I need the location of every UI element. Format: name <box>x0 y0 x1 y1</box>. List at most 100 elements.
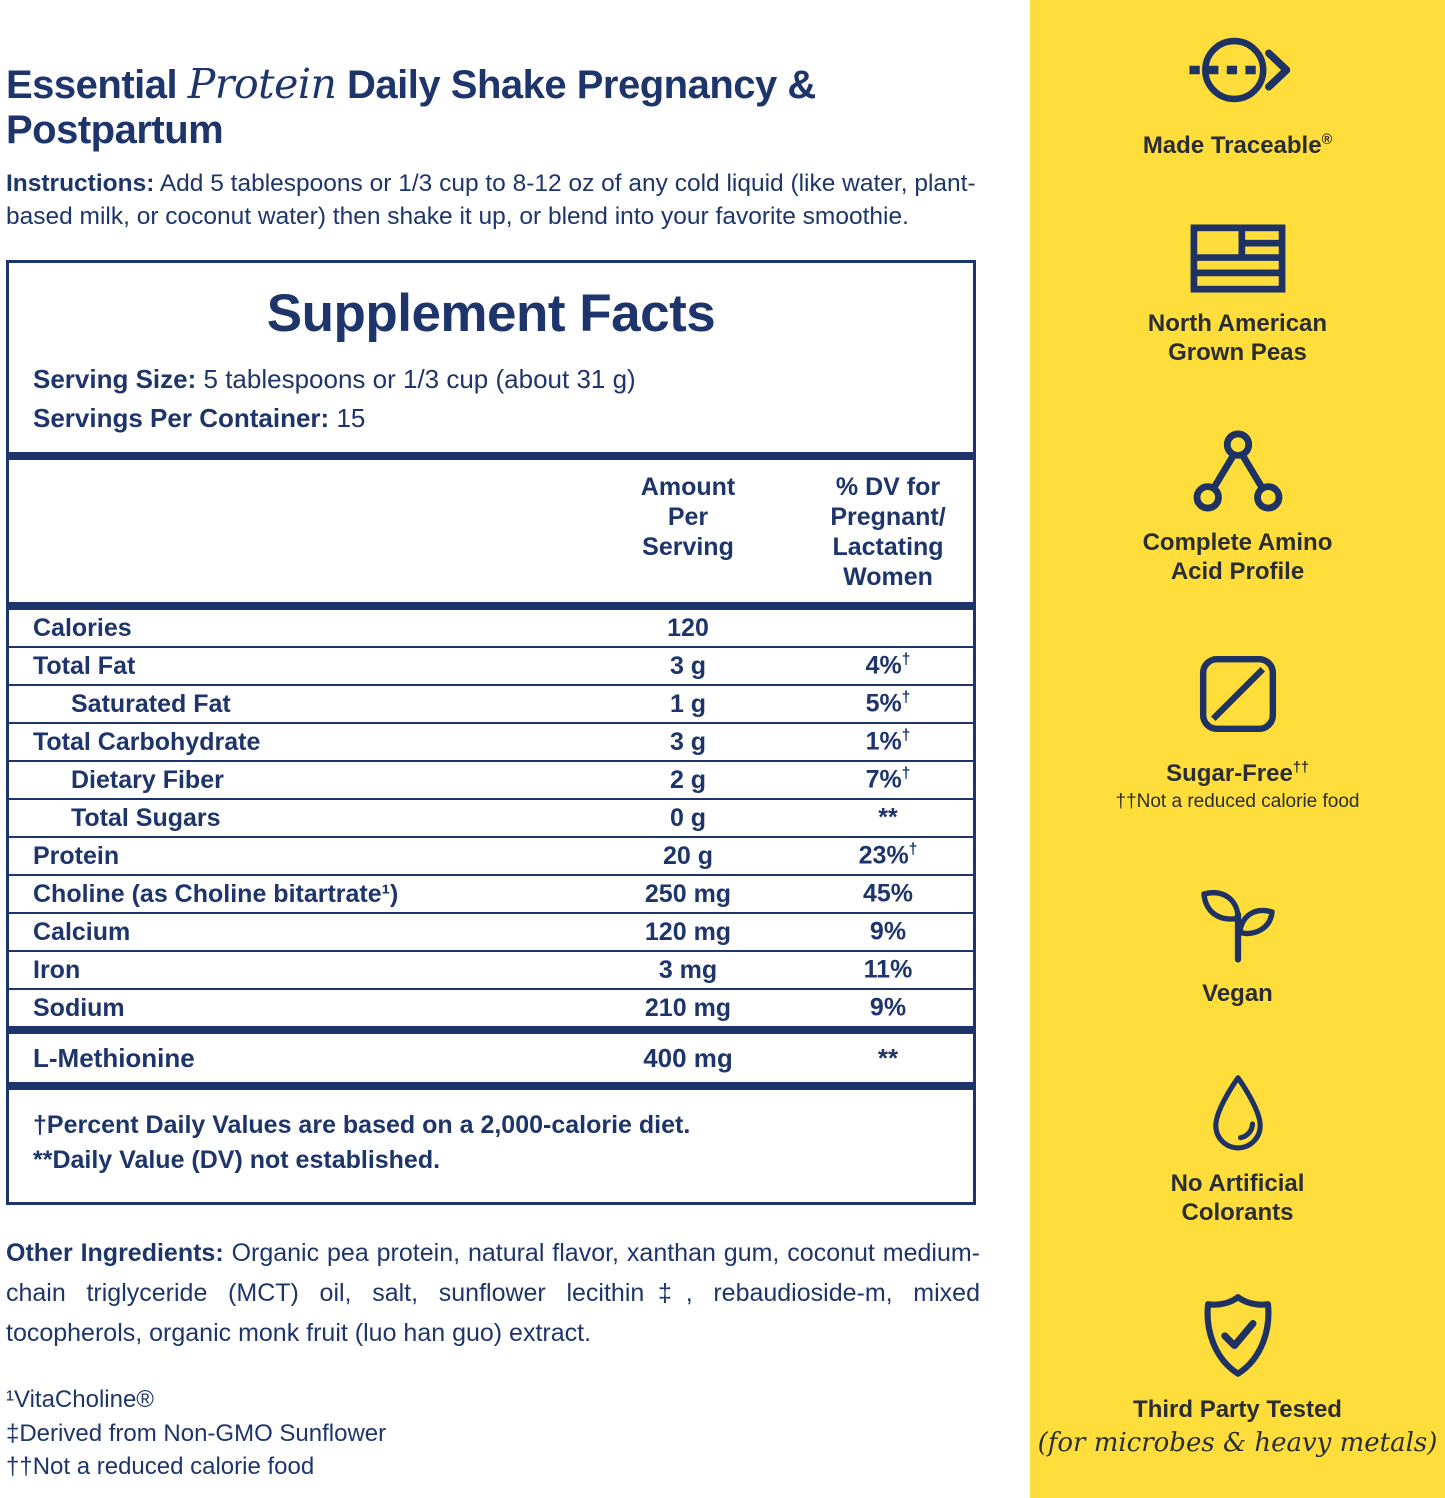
feature-label-text: Vegan <box>1202 979 1273 1007</box>
row-label: Choline (as Choline bitartrate¹) <box>33 879 399 908</box>
row-amount: 0 g <box>669 803 707 832</box>
feature-label: Made Traceable® <box>1143 126 1332 160</box>
feature-third-party-tested: Third Party Tested (for microbes & heavy… <box>1037 1291 1438 1458</box>
flag-icon <box>1190 224 1285 293</box>
row-dv: ** <box>803 803 973 832</box>
page-title: Essential Protein Daily Shake Pregnancy … <box>6 60 1030 153</box>
servings-label: Servings Per Container: <box>33 403 330 433</box>
table-row-saturated-fat: Saturated Fat 1 g 5%† <box>9 684 973 722</box>
row-label: Saturated Fat <box>71 689 231 718</box>
feature-label: Sugar-Free†† <box>1166 754 1309 788</box>
row-label: Iron <box>33 955 81 984</box>
dv-value: 11% <box>863 955 913 984</box>
servings-value: 15 <box>336 403 366 433</box>
feature-label: Third Party Tested <box>1133 1395 1342 1424</box>
row-dv: 5%† <box>803 689 973 718</box>
row-label: Protein <box>33 841 120 870</box>
servings-per-container-line: Servings Per Container: 15 <box>33 399 973 438</box>
dv-value: 9% <box>869 917 907 946</box>
dv-value: 23% <box>858 841 909 870</box>
feature-label-text: Made Traceable <box>1142 132 1322 159</box>
instructions-body: Add 5 tablespoons or 1/3 cup to 8-12 oz … <box>6 170 976 230</box>
divider-bar <box>9 602 973 610</box>
registered-mark: ® <box>1321 132 1333 148</box>
dv-value: ** <box>877 1042 899 1073</box>
row-label: Dietary Fiber <box>71 765 224 794</box>
amount-column-header: Amount Per Serving <box>640 473 736 561</box>
feature-vegan: Vegan <box>1193 877 1283 1008</box>
row-label: Calcium <box>33 917 131 946</box>
table-row-choline: Choline (as Choline bitartrate¹) 250 mg … <box>9 874 973 912</box>
table-header-row: Amount Per Serving % DV for Pregnant/ La… <box>9 460 973 602</box>
feature-label-text: North American Grown Peas <box>1147 309 1328 366</box>
feature-sugar-free: Sugar-Free†† ††Not a reduced calorie foo… <box>1116 650 1360 813</box>
feature-label-text: Third Party Tested <box>1133 1395 1342 1423</box>
row-amount: 250 mg <box>644 879 732 908</box>
title-part-1: Essential <box>6 63 178 107</box>
row-amount: 3 g <box>669 727 707 756</box>
feature-sidebar: Made Traceable® North American Grown Pea… <box>1030 0 1445 1498</box>
dv-dagger: † <box>901 689 911 707</box>
row-amount: 120 mg <box>644 917 732 946</box>
other-ingredients: Other Ingredients: Organic pea protein, … <box>6 1233 980 1353</box>
table-row-calories: Calories 120 <box>9 610 973 646</box>
dagger-mark: †† <box>1292 759 1309 776</box>
table-row-protein: Protein 20 g 23%† <box>9 836 973 874</box>
feature-subtext: (for microbes & heavy metals) <box>1037 1427 1438 1458</box>
table-row-calcium: Calcium 120 mg 9% <box>9 912 973 950</box>
feature-north-american-peas: North American Grown Peas <box>1145 224 1330 367</box>
footnote-sunflower: ‡Derived from Non-GMO Sunflower <box>6 1419 387 1447</box>
row-amount: 2 g <box>669 765 707 794</box>
row-amount: 120 <box>667 613 709 642</box>
main-panel: Essential Protein Daily Shake Pregnancy … <box>6 60 1030 1484</box>
molecule-icon <box>1193 430 1282 512</box>
divider-bar <box>9 1026 973 1034</box>
dv-value: 1% <box>865 727 902 756</box>
dv-dagger: † <box>901 727 911 745</box>
row-label: Sodium <box>33 993 125 1022</box>
shield-check-icon <box>1204 1294 1271 1377</box>
sprout-icon <box>1200 889 1275 963</box>
table-row-l-methionine: L-Methionine 400 mg ** <box>9 1034 973 1082</box>
table-row-iron: Iron 3 mg 11% <box>9 950 973 988</box>
row-label: L-Methionine <box>33 1042 195 1073</box>
serving-size-line: Serving Size: 5 tablespoons or 1/3 cup (… <box>33 360 973 399</box>
footnote-daily-values: †Percent Daily Values are based on a 2,0… <box>33 1111 691 1139</box>
table-row-total-carbohydrate: Total Carbohydrate 3 g 1%† <box>9 722 973 760</box>
dv-value: 9% <box>869 993 907 1022</box>
instructions-text: Instructions: Add 5 tablespoons or 1/3 c… <box>6 167 984 233</box>
supplement-facts-heading: Supplement Facts <box>266 284 716 343</box>
table-row-total-sugars: Total Sugars 0 g ** <box>9 798 973 836</box>
feature-label: No Artificial Colorants <box>1160 1169 1315 1227</box>
footnote-dv-not-established: **Daily Value (DV) not established. <box>33 1146 441 1174</box>
row-dv: 11% <box>803 955 973 984</box>
row-amount: 400 mg <box>643 1042 733 1073</box>
dv-dagger: † <box>901 765 911 783</box>
other-ingredients-body: Organic pea protein, natural flavor, xan… <box>6 1239 981 1347</box>
feature-complete-amino: Complete Amino Acid Profile <box>1138 430 1338 586</box>
other-ingredients-label: Other Ingredients: <box>6 1239 224 1267</box>
divider-bar <box>9 1082 973 1090</box>
droplet-icon <box>1212 1075 1263 1151</box>
footnote-reduced-calorie: ††Not a reduced calorie food <box>6 1453 315 1480</box>
dv-value: 7% <box>865 765 902 794</box>
row-label: Total Sugars <box>71 803 221 832</box>
row-dv: 9% <box>803 917 973 946</box>
row-dv: 4%† <box>803 651 973 680</box>
row-dv: 1%† <box>803 727 973 756</box>
title-part-2: Protein <box>187 60 337 108</box>
feature-no-artificial-colorants: No Artificial Colorants <box>1160 1071 1315 1227</box>
row-label: Total Fat <box>33 651 136 680</box>
feature-label: Vegan <box>1202 979 1273 1008</box>
dv-dagger: † <box>901 651 911 669</box>
table-row-total-fat: Total Fat 3 g 4%† <box>9 646 973 684</box>
dv-value: 5% <box>865 689 902 718</box>
footnote-list: ¹VitaCholine® ‡Derived from Non-GMO Sunf… <box>6 1383 1030 1484</box>
feature-label: Complete Amino Acid Profile <box>1138 528 1338 586</box>
feature-label-text: Complete Amino Acid Profile <box>1142 529 1333 586</box>
instructions-label: Instructions: <box>6 170 155 197</box>
feature-subtext: ††Not a reduced calorie food <box>1115 790 1360 812</box>
row-amount: 3 g <box>669 651 707 680</box>
row-dv: 23%† <box>803 841 973 870</box>
